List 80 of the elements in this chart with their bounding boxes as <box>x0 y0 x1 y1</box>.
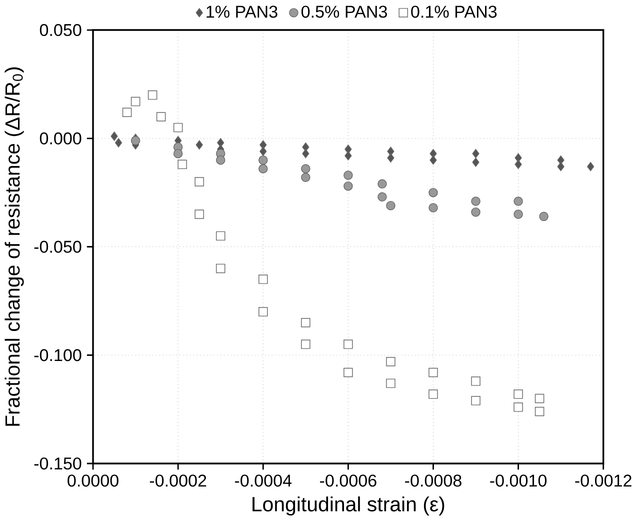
point <box>428 188 438 198</box>
legend-label: 0.5% PAN3 <box>301 6 387 18</box>
point <box>258 155 268 165</box>
point <box>386 356 396 366</box>
y-tick-label: -0.150 <box>34 457 82 470</box>
point <box>514 160 522 169</box>
point <box>114 138 122 148</box>
x-tick-label: -0.0008 <box>405 474 462 487</box>
point <box>156 112 166 122</box>
point <box>387 146 394 156</box>
point <box>216 155 226 165</box>
point <box>344 170 353 180</box>
point <box>301 164 310 174</box>
legend-label: 0.1% PAN3 <box>411 6 497 18</box>
point <box>471 207 480 217</box>
point <box>194 210 204 219</box>
point <box>472 158 480 167</box>
point <box>539 212 548 221</box>
point <box>301 318 310 328</box>
x-tick-label: -0.0004 <box>234 474 292 487</box>
point <box>260 140 267 150</box>
point <box>216 231 226 240</box>
point <box>472 148 480 158</box>
y-tick-label: -0.100 <box>34 348 82 362</box>
point <box>196 140 203 150</box>
point <box>217 138 224 148</box>
point <box>534 394 544 403</box>
point <box>430 155 437 165</box>
point <box>110 131 118 141</box>
point <box>386 378 396 388</box>
point <box>301 340 310 349</box>
point <box>557 155 564 165</box>
legend-label: 1% PAN3 <box>206 6 278 18</box>
point <box>557 162 564 172</box>
point <box>301 172 310 182</box>
point <box>258 164 268 174</box>
x-tick-label: -0.0006 <box>320 474 376 487</box>
point <box>471 376 480 386</box>
x-axis-title: Longitudinal strain (ε) <box>252 496 444 516</box>
point <box>387 153 394 162</box>
point <box>378 192 387 202</box>
point <box>173 122 183 132</box>
point <box>344 181 353 191</box>
point <box>194 177 204 186</box>
point <box>428 389 438 399</box>
point <box>378 179 387 188</box>
point <box>471 396 480 406</box>
point <box>258 307 268 316</box>
x-tick-label: -0.0002 <box>150 474 206 487</box>
point <box>173 148 183 158</box>
y-tick-label: 0.050 <box>40 24 82 36</box>
point <box>122 108 132 117</box>
point <box>130 96 140 106</box>
point <box>344 144 352 154</box>
point <box>534 406 544 416</box>
point <box>216 264 226 273</box>
y-tick-label: 0.000 <box>40 132 82 144</box>
point <box>386 200 396 210</box>
point <box>178 160 187 169</box>
point <box>514 402 523 412</box>
x-tick-label: 0.0000 <box>68 474 118 487</box>
point <box>514 196 523 206</box>
point <box>514 389 523 399</box>
point <box>344 340 353 349</box>
point <box>428 203 438 212</box>
point <box>148 90 158 100</box>
y-tick-label: -0.050 <box>34 240 82 253</box>
x-tick-label: -0.0012 <box>575 474 632 487</box>
point <box>587 162 594 172</box>
point <box>428 368 438 377</box>
point <box>514 210 523 219</box>
point <box>344 150 352 160</box>
x-tick-label: -0.0010 <box>490 474 547 487</box>
point <box>471 196 480 206</box>
point <box>514 153 522 162</box>
point <box>302 148 310 158</box>
y-axis-title: Fractional change of resistance (ΔR/R$_{0}$) <box>4 67 24 426</box>
point <box>260 146 267 156</box>
point <box>258 274 268 284</box>
point <box>344 368 353 377</box>
